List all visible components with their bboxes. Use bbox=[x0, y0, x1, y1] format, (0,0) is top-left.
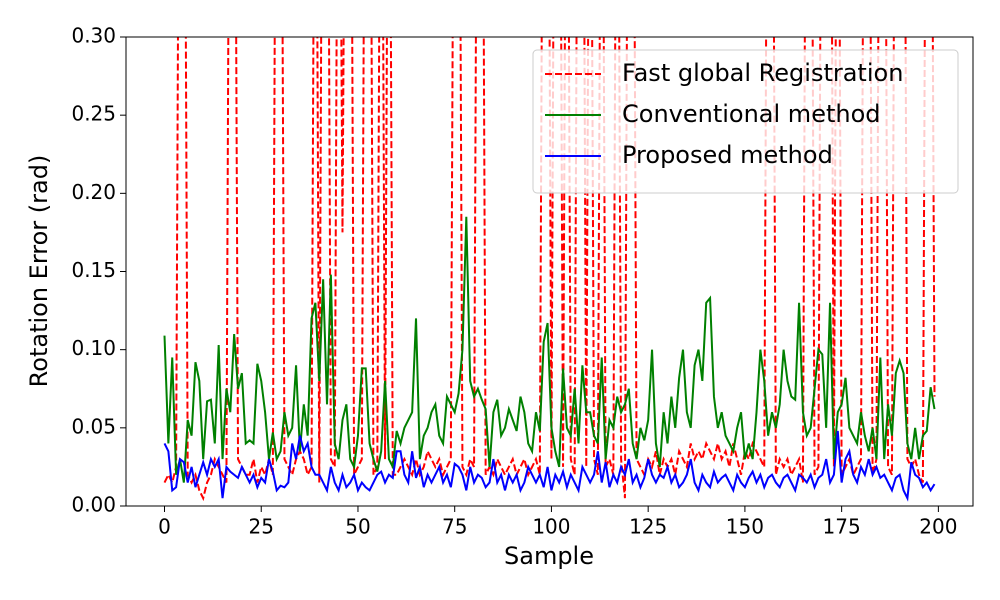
y-tick-label: 0.30 bbox=[71, 24, 116, 48]
y-axis-label: Rotation Error (rad) bbox=[25, 155, 53, 388]
y-tick-label: 0.20 bbox=[71, 180, 116, 204]
x-tick-label: 200 bbox=[919, 515, 957, 539]
x-tick-label: 25 bbox=[249, 515, 274, 539]
y-tick-label: 0.10 bbox=[71, 336, 116, 360]
y-tick-label: 0.15 bbox=[71, 258, 116, 282]
series-line bbox=[163, 37, 936, 502]
y-tick-label: 0.00 bbox=[71, 493, 116, 517]
x-tick-label: 150 bbox=[726, 515, 764, 539]
x-tick-label: 0 bbox=[158, 515, 171, 539]
x-tick-label: 175 bbox=[823, 515, 861, 539]
x-tick-label: 125 bbox=[629, 515, 667, 539]
x-tick-label: 100 bbox=[532, 515, 570, 539]
series-line bbox=[163, 216, 936, 483]
x-tick-label: 50 bbox=[345, 515, 370, 539]
legend-box bbox=[532, 49, 959, 194]
x-axis-label: Sample bbox=[504, 542, 594, 570]
y-tick-label: 0.05 bbox=[71, 414, 116, 438]
y-tick-label: 0.25 bbox=[71, 102, 116, 126]
plot-lines bbox=[163, 37, 936, 502]
series-line bbox=[163, 430, 936, 502]
legend-label: Fast global Registration bbox=[622, 59, 903, 87]
legend-label: Proposed method bbox=[622, 141, 833, 169]
x-tick-label: 75 bbox=[442, 515, 467, 539]
legend-label: Conventional method bbox=[622, 100, 881, 128]
